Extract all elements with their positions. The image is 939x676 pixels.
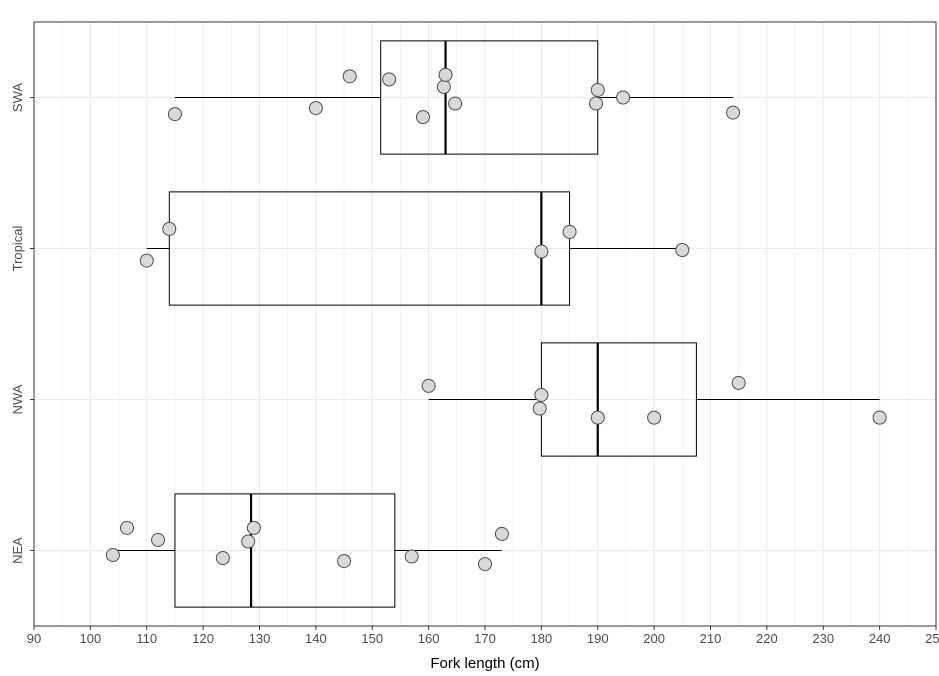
y-tick-label: Tropical <box>10 226 25 272</box>
data-point <box>726 105 741 120</box>
data-point <box>478 557 492 572</box>
data-point <box>872 410 887 425</box>
data-point <box>562 224 577 239</box>
box-nea <box>174 493 396 608</box>
x-tick-label: 140 <box>305 631 327 646</box>
x-tick-label: 240 <box>869 631 891 646</box>
data-point <box>532 401 547 416</box>
data-point <box>246 520 261 535</box>
data-point <box>105 548 120 563</box>
x-axis-title: Fork length (cm) <box>430 655 539 672</box>
data-point <box>382 72 397 87</box>
data-point <box>534 244 549 259</box>
data-point <box>421 378 436 393</box>
data-point <box>448 96 463 111</box>
x-tick-label: 200 <box>643 631 665 646</box>
data-point <box>241 534 256 549</box>
x-tick-label: 120 <box>192 631 214 646</box>
x-tick-label: 230 <box>812 631 834 646</box>
grid-layer <box>33 22 937 626</box>
y-tick-label: NWA <box>10 384 25 414</box>
x-tick-label: 150 <box>361 631 383 646</box>
data-point <box>534 387 549 402</box>
data-point <box>337 554 352 569</box>
x-axis: 90 100 110 120 130 140 150 160 170 180 190 200 210 22… <box>27 626 939 646</box>
data-point <box>120 520 135 535</box>
x-tick-label: 160 <box>418 631 440 646</box>
y-tick-label: NEA <box>10 537 25 564</box>
y-tick-label: SWA <box>10 83 25 112</box>
data-point <box>438 67 453 82</box>
data-point <box>616 90 631 105</box>
x-tick-label: 130 <box>249 631 271 646</box>
data-point <box>436 79 451 94</box>
x-tick-label: 170 <box>474 631 496 646</box>
data-point <box>308 101 323 116</box>
x-tick-label: 210 <box>700 631 722 646</box>
x-tick-label: 190 <box>587 631 609 646</box>
data-point <box>415 110 430 125</box>
data-point <box>215 551 230 566</box>
x-tick-label: 220 <box>756 631 778 646</box>
data-point <box>590 82 605 97</box>
data-point <box>675 243 690 258</box>
x-tick-label: 250 <box>925 631 939 646</box>
data-point <box>151 532 166 547</box>
data-point <box>167 107 182 122</box>
data-point <box>647 410 662 425</box>
data-point <box>494 526 509 541</box>
y-axis: NEA NWA Tropical SWA <box>10 83 34 564</box>
x-tick-label: 100 <box>80 631 102 646</box>
data-point <box>589 96 604 111</box>
data-point <box>590 410 605 425</box>
data-point <box>731 375 746 390</box>
x-tick-label: 110 <box>136 631 157 646</box>
data-point <box>342 69 357 84</box>
box-tropical <box>168 191 571 306</box>
data-point <box>162 221 177 236</box>
data-point <box>139 253 154 268</box>
x-tick-label: 180 <box>531 631 553 646</box>
whisker-layer <box>112 97 880 551</box>
point-layer <box>105 67 887 572</box>
data-point <box>404 549 419 564</box>
x-tick-label: 90 <box>27 631 41 646</box>
